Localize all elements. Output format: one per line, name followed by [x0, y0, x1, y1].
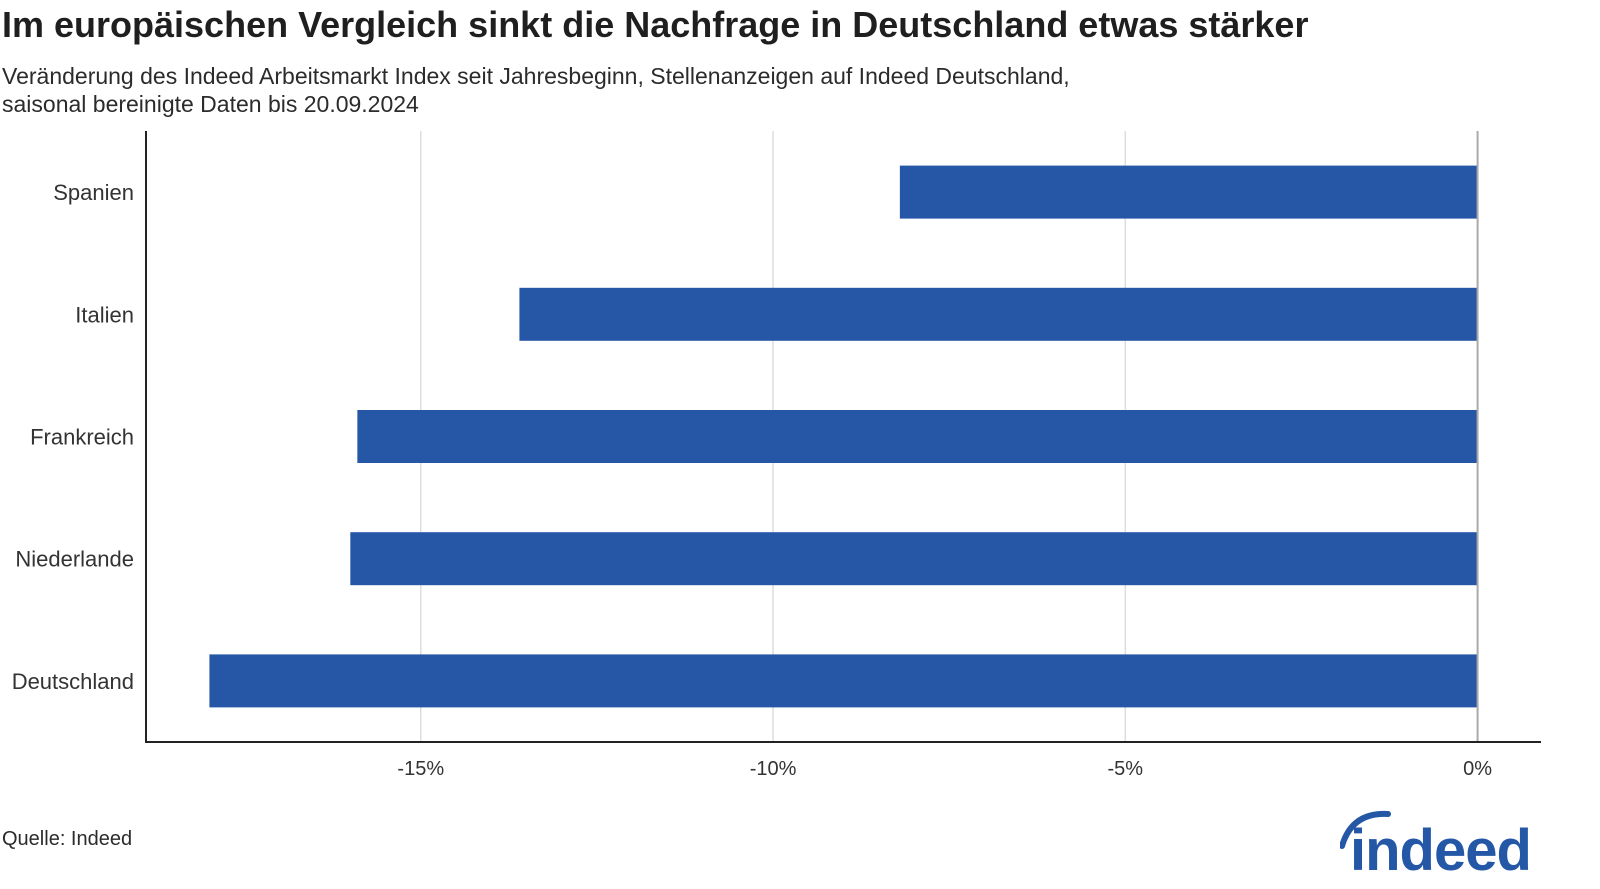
y-category-label: Niederlande: [15, 547, 134, 572]
logo-swoosh-icon: [1340, 810, 1391, 849]
labels: -15% -10% -5% 0% Spanien Italien Frankreich Nie…: [12, 180, 1493, 780]
x-tick-label: -5%: [1108, 758, 1144, 780]
chart-subtitle-line-2: saisonal bereinigte Daten bis 20.09.2024: [2, 91, 419, 117]
source-note: Quelle: Indeed: [2, 828, 133, 850]
bar-spanien: [899, 165, 1478, 219]
chart-subtitle-line-1: Veränderung des Indeed Arbeitsmarkt Inde…: [2, 63, 1070, 89]
y-category-label: Frankreich: [30, 425, 134, 450]
y-category-label: Deutschland: [12, 669, 134, 694]
chart-title: Im europäischen Vergleich sinkt die Nach…: [2, 4, 1309, 45]
y-category-label: Spanien: [53, 180, 134, 205]
x-tick-label: -15%: [397, 758, 444, 780]
bar-italien: [519, 287, 1478, 341]
chart-subtitle: Veränderung des Indeed Arbeitsmarkt Inde…: [2, 62, 1302, 118]
indeed-logo: indeed: [1340, 810, 1532, 876]
bar-niederlande: [350, 532, 1478, 586]
bar-frankreich: [357, 410, 1478, 463]
axes: [145, 131, 1541, 743]
bar-deutschland: [209, 654, 1478, 708]
logo-wordmark: indeed: [1350, 818, 1531, 876]
x-tick-label: 0%: [1463, 758, 1492, 780]
y-category-label: Italien: [75, 302, 134, 327]
x-tick-label: -10%: [750, 758, 797, 780]
bars: [209, 165, 1478, 708]
